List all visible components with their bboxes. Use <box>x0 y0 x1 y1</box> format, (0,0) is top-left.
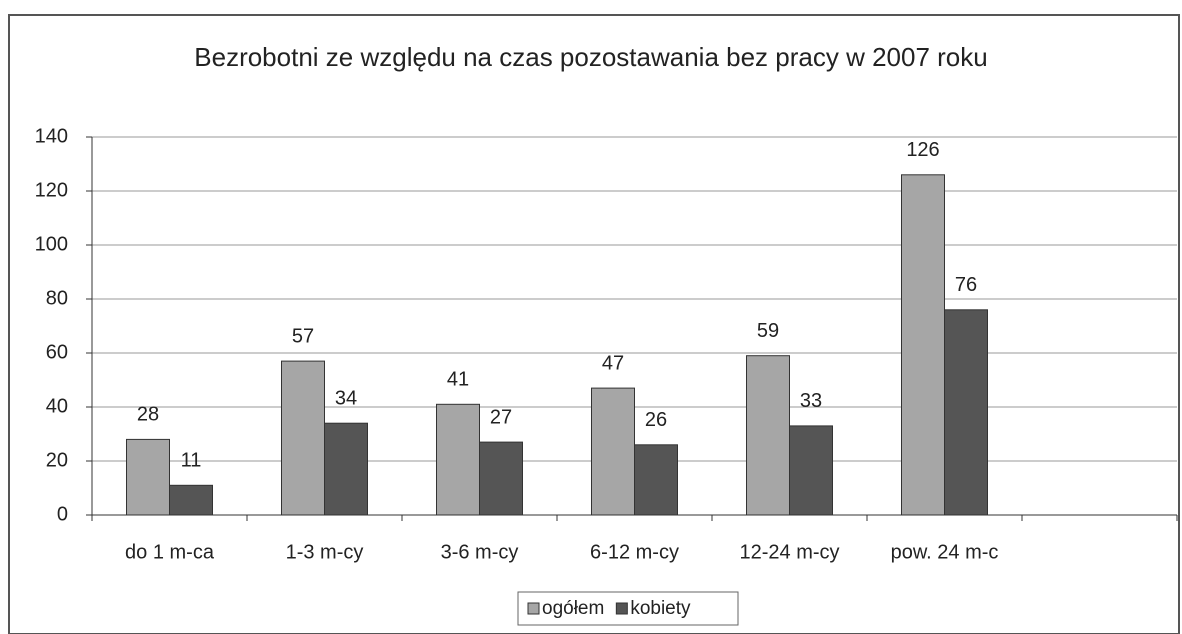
data-label: 28 <box>137 404 159 426</box>
data-label: 26 <box>645 409 667 431</box>
legend-label: ogółem <box>542 598 604 619</box>
bar <box>281 360 325 516</box>
y-tick-label: 100 <box>35 233 68 255</box>
x-tick-label: 12-24 m-cy <box>739 541 839 563</box>
x-tick-label: 1-3 m-cy <box>286 541 364 563</box>
bar <box>436 403 480 516</box>
legend-swatch <box>527 602 540 615</box>
data-label: 34 <box>335 387 357 409</box>
data-label: 126 <box>906 139 939 161</box>
bar <box>634 444 678 516</box>
bar <box>789 425 833 516</box>
y-tick-label: 40 <box>46 395 68 417</box>
bar <box>901 174 945 516</box>
bar <box>479 441 523 516</box>
bar <box>169 484 213 516</box>
y-tick-label: 140 <box>35 125 68 147</box>
bar <box>746 355 790 516</box>
legend-swatch <box>615 602 628 615</box>
x-tick-label: 6-12 m-cy <box>590 541 679 563</box>
data-label: 59 <box>757 320 779 342</box>
bar <box>324 422 368 516</box>
y-tick-label: 80 <box>46 287 68 309</box>
x-tick-label: 3-6 m-cy <box>441 541 519 563</box>
x-tick-label: pow. 24 m-c <box>891 541 999 563</box>
bar <box>591 387 635 516</box>
bar <box>944 309 988 516</box>
data-label: 27 <box>490 406 512 428</box>
data-label: 41 <box>447 369 469 391</box>
bar <box>126 438 170 516</box>
data-label: 11 <box>181 450 202 472</box>
x-tick-label: do 1 m-ca <box>125 541 215 563</box>
y-tick-label: 60 <box>46 341 68 363</box>
chart-frame <box>8 14 1180 634</box>
chart-title: Bezrobotni ze względu na czas pozostawan… <box>194 42 988 72</box>
data-label: 76 <box>955 274 977 296</box>
data-label: 57 <box>292 325 314 347</box>
y-tick-label: 0 <box>57 503 68 525</box>
legend-box <box>517 591 739 626</box>
y-tick-label: 20 <box>46 449 68 471</box>
legend-label: kobiety <box>630 598 691 619</box>
y-tick-label: 120 <box>35 179 68 201</box>
data-label: 33 <box>800 390 822 412</box>
data-label: 47 <box>602 352 624 374</box>
